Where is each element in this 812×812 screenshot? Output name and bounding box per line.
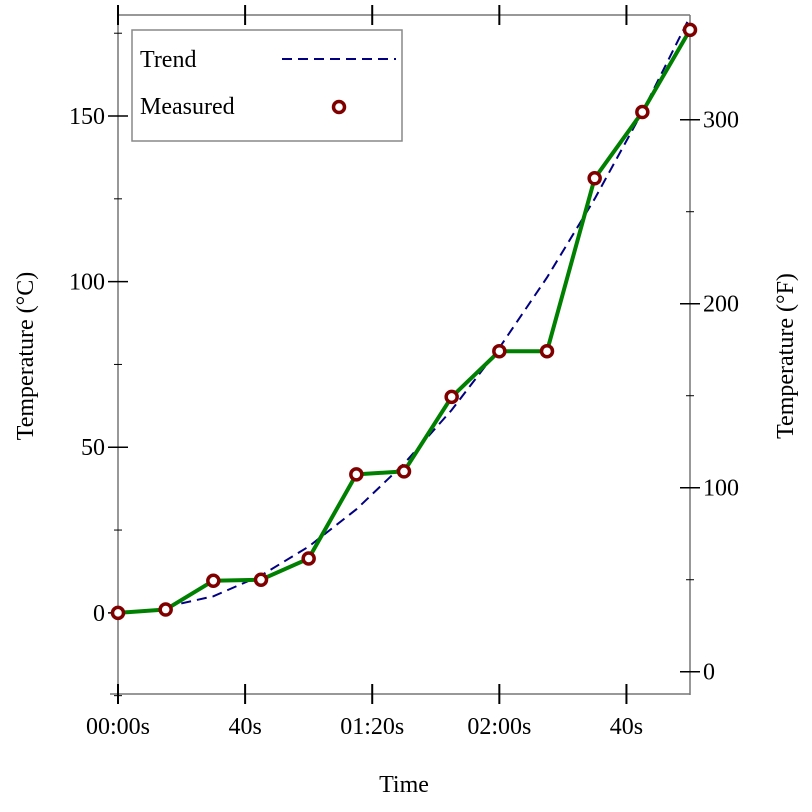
plot-marks: [110, 16, 698, 621]
y2-tick-label: 100: [703, 476, 739, 502]
measured-point: [301, 551, 316, 566]
y-tick-label: 50: [81, 435, 105, 461]
legend-swatch-measured: [331, 99, 347, 115]
x-tick-label: 40s: [228, 714, 261, 740]
measured-point: [349, 467, 364, 482]
measured-point: [587, 171, 602, 186]
y2-tick-label: 300: [703, 108, 739, 134]
measured-point: [253, 572, 269, 587]
x-tick-label: 01:20s: [340, 714, 404, 740]
x-tick-label: 02:00s: [467, 714, 531, 740]
y-tick-label: 150: [69, 104, 105, 130]
x-tick-label: 40s: [610, 714, 643, 740]
legend: Trend Measured: [131, 29, 403, 142]
axes: 00:00s 40s 01:20s 02:00s 40s 0 50 100 150 0 100 200…: [69, 5, 739, 740]
y2-tick-label: 0: [703, 660, 715, 686]
legend-label-measured: Measured: [140, 94, 235, 120]
y-tick-label: 100: [69, 270, 105, 296]
y-tick-label: 0: [93, 601, 105, 627]
y-axis-label: Temperature (°C): [13, 272, 39, 441]
y2-axis-label: Temperature (°F): [773, 273, 799, 439]
measured-point: [492, 343, 507, 359]
legend-label-trend: Trend: [140, 47, 196, 73]
trend-line: [165, 16, 691, 608]
measured-point: [110, 605, 126, 621]
measured-point: [158, 602, 173, 617]
y2-tick-label: 200: [703, 292, 739, 318]
measured-point: [539, 343, 555, 359]
measured-point: [206, 573, 221, 588]
measured-point: [635, 104, 650, 120]
measured-point: [396, 464, 412, 479]
legend-box: [131, 29, 403, 142]
measured-point: [682, 22, 698, 38]
x-tick-label: 00:00s: [86, 714, 150, 740]
x-axis-label: Time: [379, 772, 429, 798]
measured-point: [444, 389, 459, 405]
